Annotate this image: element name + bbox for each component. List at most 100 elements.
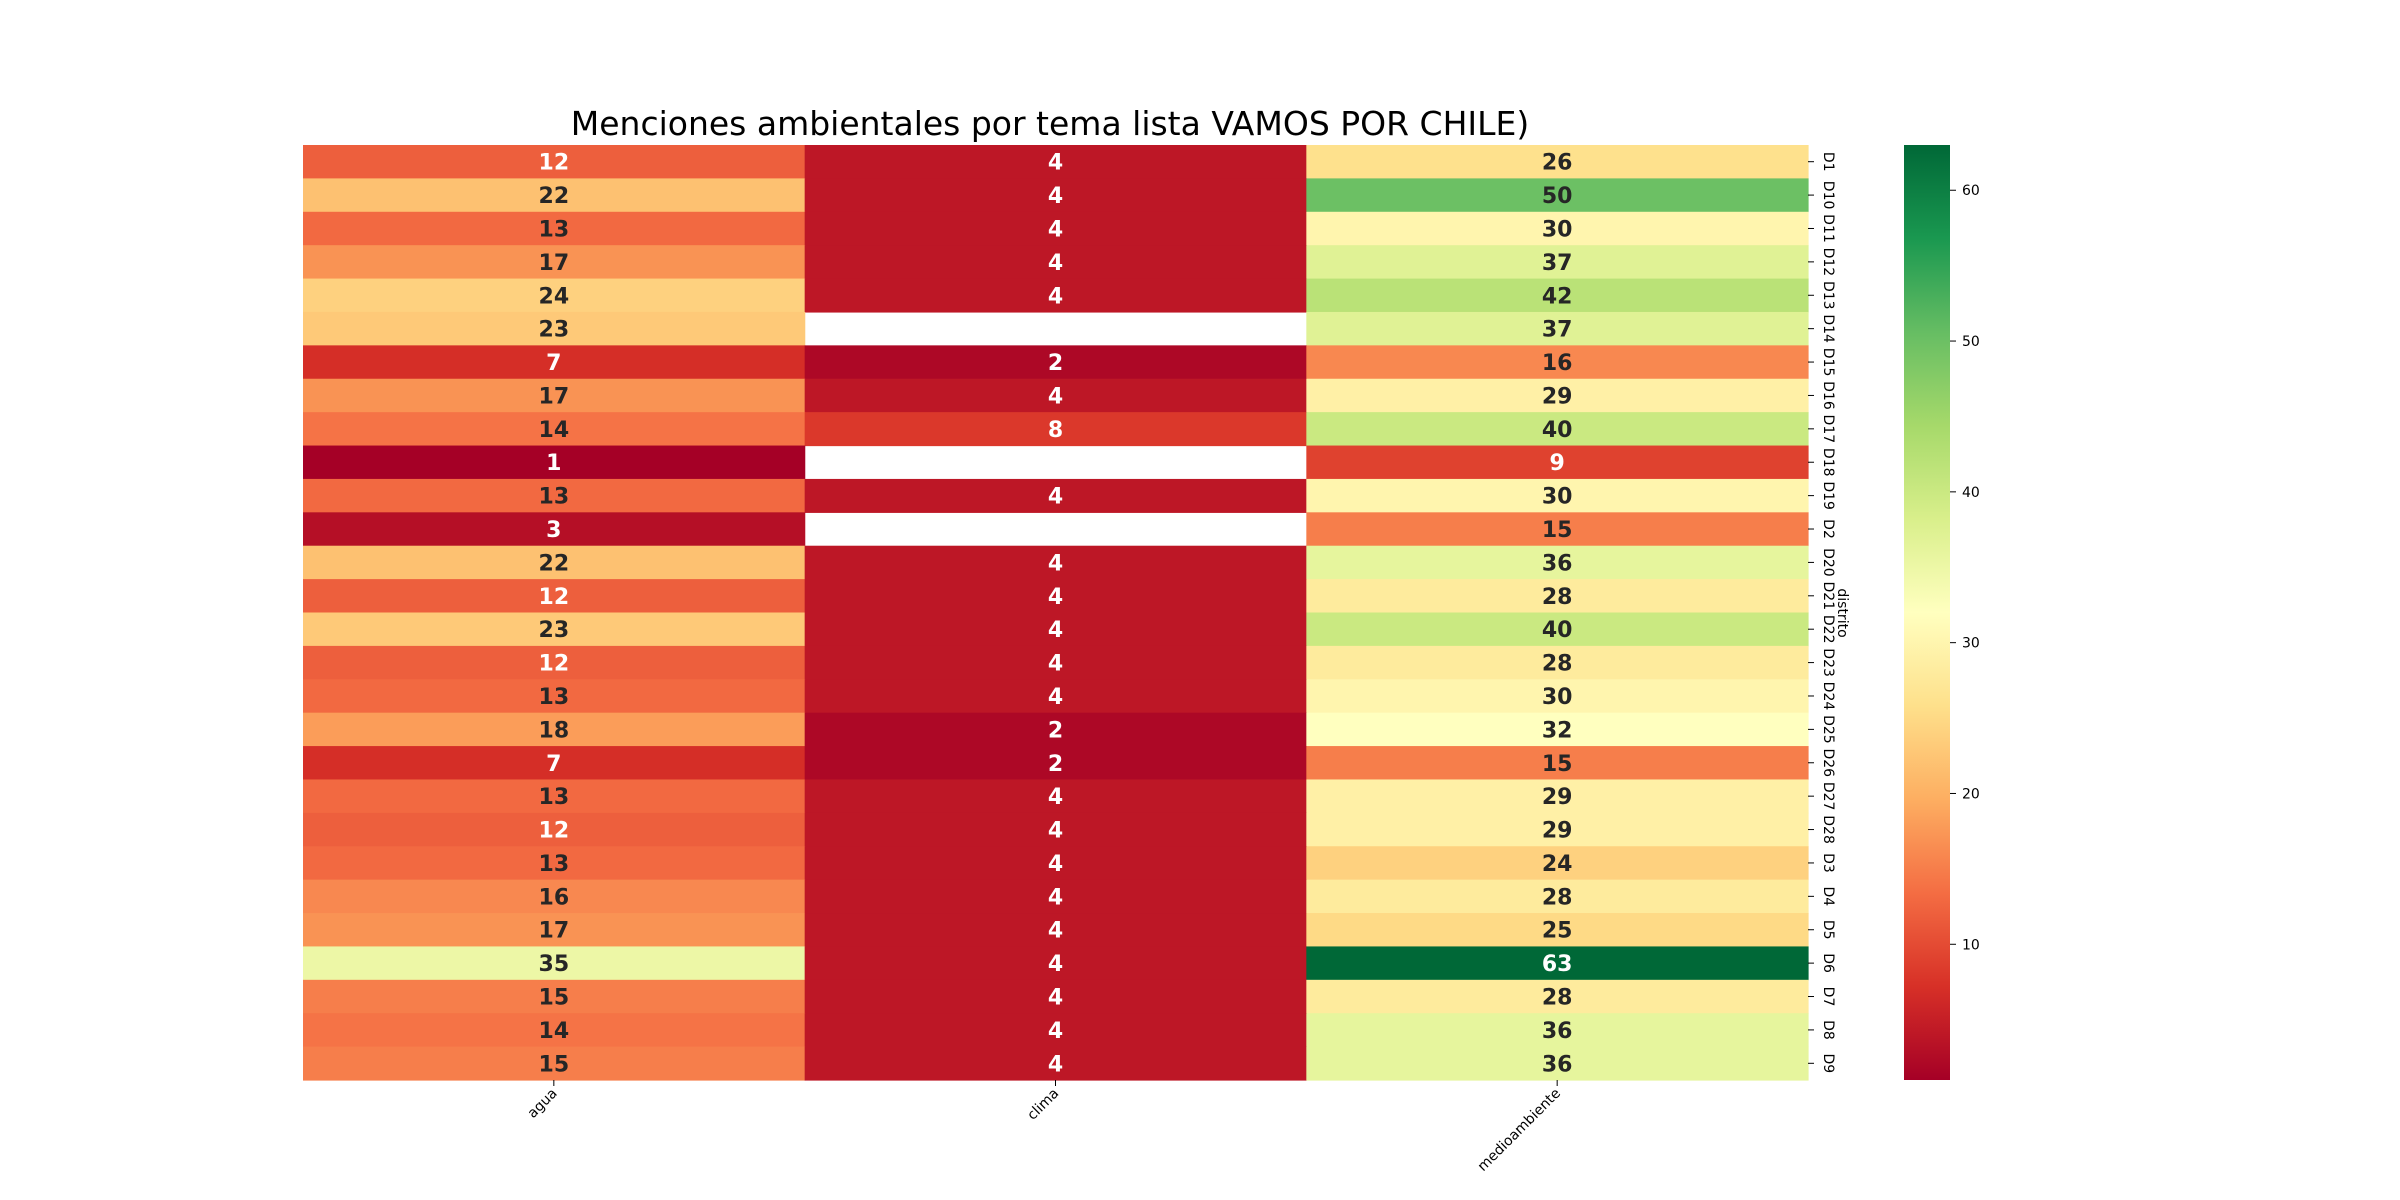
- cell-value-label: 13: [539, 685, 570, 710]
- heatmap-cell: [1306, 812, 1809, 847]
- y-axis-title: distrito: [1834, 588, 1850, 637]
- cell-value-label: 63: [1542, 952, 1573, 977]
- heatmap-cell: [1306, 512, 1809, 547]
- cell-value-label: 29: [1542, 785, 1573, 810]
- heatmap-cell: [303, 579, 806, 614]
- heatmap-cell: [1306, 579, 1809, 614]
- heatmap-cell: [804, 712, 1307, 747]
- heatmap-cell: [1306, 645, 1809, 680]
- cell-value-label: 13: [539, 785, 570, 810]
- y-tick-label: D13: [1820, 281, 1836, 310]
- heatmap-cell: [303, 245, 806, 280]
- heatmap-cell: [1306, 913, 1809, 948]
- heatmap-cell: [804, 1013, 1307, 1048]
- heatmap-cell: [804, 145, 1307, 179]
- cell-value-label: 12: [539, 819, 570, 844]
- cell-value-label: 4: [1048, 819, 1063, 844]
- cell-value-label: 4: [1048, 184, 1063, 209]
- heatmap-cell: [1306, 846, 1809, 881]
- cell-value-label: 28: [1542, 652, 1573, 677]
- cell-value-label: 13: [539, 217, 570, 242]
- x-tick-label: clima: [1024, 1086, 1062, 1124]
- heatmap-cell: [1306, 345, 1809, 380]
- colorbar-tick-label: 30: [1962, 636, 1980, 652]
- cell-value-label: 40: [1542, 418, 1573, 443]
- y-tick-label: D12: [1820, 248, 1836, 277]
- heatmap-cell: [303, 478, 806, 513]
- cell-value-label: 8: [1048, 418, 1063, 443]
- heatmap-cell: [303, 412, 806, 447]
- cell-value-label: 29: [1542, 384, 1573, 409]
- cell-value-label: 16: [1542, 351, 1573, 376]
- heatmap-cell: [303, 1013, 806, 1048]
- heatmap-cell: [804, 378, 1307, 413]
- heatmap-cell: [1306, 1013, 1809, 1048]
- cell-value-label: 4: [1048, 1019, 1063, 1044]
- heatmap-cell: [303, 979, 806, 1014]
- cell-value-label: 4: [1048, 919, 1063, 944]
- heatmap-cell: [1306, 979, 1809, 1014]
- heatmap-cell: [303, 812, 806, 847]
- heatmap-cell: [804, 679, 1307, 714]
- cell-value-label: 35: [539, 952, 570, 977]
- cell-value-label: 28: [1542, 585, 1573, 610]
- heatmap-cell: [1306, 211, 1809, 246]
- y-tick-label: D19: [1820, 481, 1836, 510]
- x-axis: agua clima medioambiente: [525, 1080, 1564, 1175]
- cell-value-label: 13: [539, 852, 570, 877]
- heatmap-cell: [1306, 879, 1809, 914]
- y-tick-label: D11: [1820, 214, 1836, 243]
- heatmap-cell: [303, 913, 806, 948]
- heatmap-cell: [1306, 679, 1809, 714]
- heatmap-cell: [1306, 545, 1809, 580]
- cell-value-label: 17: [539, 251, 570, 276]
- cell-value-label: 36: [1542, 1019, 1573, 1044]
- heatmap-cell: [303, 645, 806, 680]
- colorbar-tick-label: 60: [1962, 183, 1980, 199]
- cell-value-label: 4: [1048, 151, 1063, 176]
- cell-value-label: 2: [1048, 752, 1063, 777]
- cell-value-label: 17: [539, 384, 570, 409]
- y-tick-label: D17: [1820, 415, 1836, 444]
- heatmap-cell: [303, 445, 806, 480]
- heatmap-cell: [804, 478, 1307, 513]
- heatmap-cell: [1306, 1046, 1809, 1081]
- cell-value-label: 22: [539, 551, 570, 576]
- heatmap-cell: [303, 846, 806, 881]
- x-tick-label: medioambiente: [1475, 1086, 1564, 1175]
- cell-value-label: 12: [539, 585, 570, 610]
- cell-value-label: 32: [1542, 718, 1573, 743]
- cell-value-label: 4: [1048, 685, 1063, 710]
- heatmap-cell: [303, 879, 806, 914]
- heatmap-cell: [303, 746, 806, 781]
- cell-value-label: 4: [1048, 618, 1063, 643]
- y-tick-label: D8: [1820, 1020, 1836, 1040]
- colorbar-tick-label: 10: [1962, 937, 1980, 953]
- cell-value-label: 4: [1048, 852, 1063, 877]
- y-tick-label: D5: [1820, 920, 1836, 940]
- cell-value-label: 4: [1048, 652, 1063, 677]
- heatmap-cell: [1306, 278, 1809, 313]
- cell-value-label: 4: [1048, 551, 1063, 576]
- cell-value-label: 4: [1048, 485, 1063, 510]
- heatmap-cell: [1306, 612, 1809, 647]
- y-tick-label: D6: [1820, 953, 1836, 973]
- cell-value-label: 24: [539, 284, 570, 309]
- heatmap-cell: [804, 812, 1307, 847]
- cell-value-label: 9: [1550, 451, 1565, 476]
- cell-value-label: 23: [539, 318, 570, 343]
- heatmap-cell: [303, 211, 806, 246]
- cell-value-label: 50: [1542, 184, 1573, 209]
- cell-value-label: 14: [539, 418, 570, 443]
- cell-value-label: 7: [546, 351, 561, 376]
- heatmap-cell: [804, 545, 1307, 580]
- cell-value-label: 37: [1542, 251, 1573, 276]
- cell-value-label: 12: [539, 151, 570, 176]
- colorbar: [1904, 145, 1950, 1080]
- y-tick-label: D28: [1820, 815, 1836, 844]
- heatmap-cell: [303, 612, 806, 647]
- cell-value-label: 30: [1542, 217, 1573, 242]
- colorbar-ticks: 10 20 30 40 50 60: [1950, 183, 1980, 953]
